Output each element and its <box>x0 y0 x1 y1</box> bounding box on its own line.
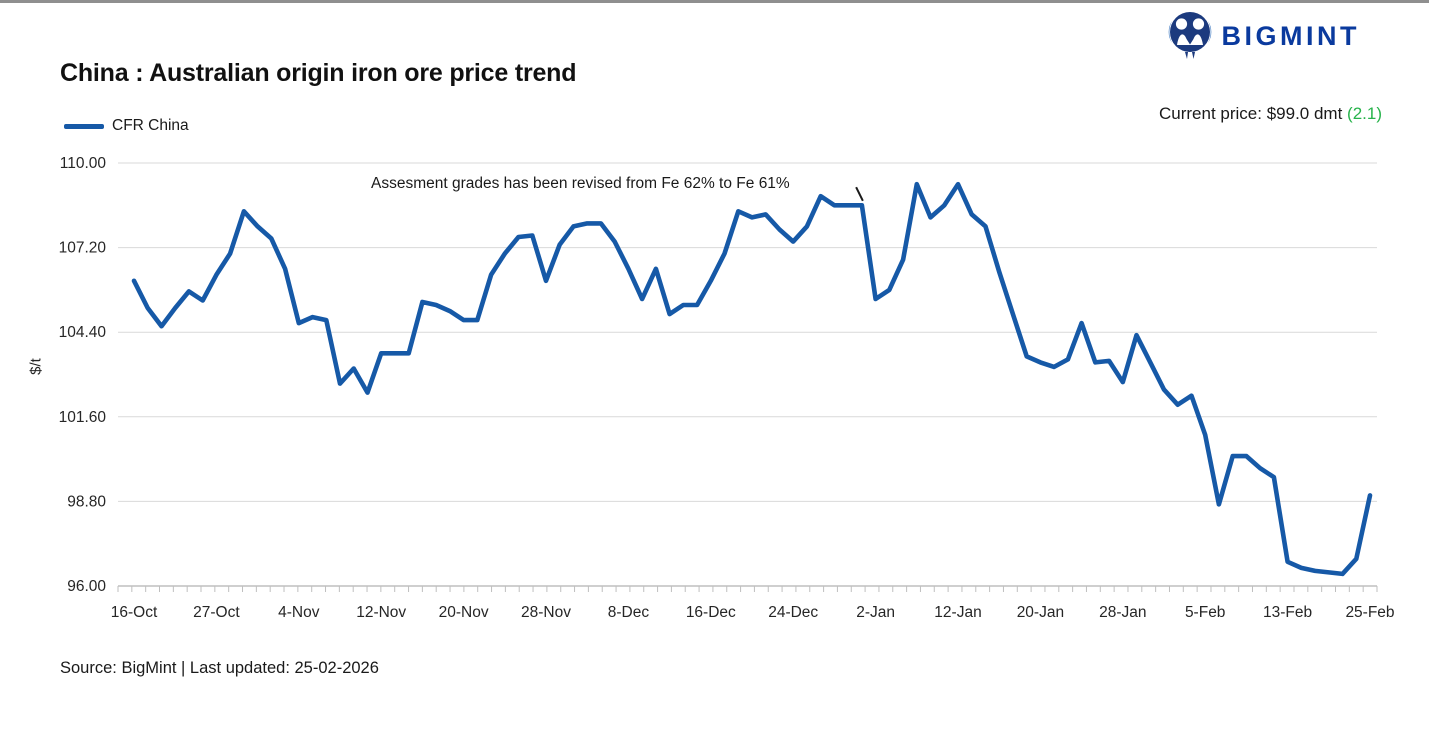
current-price-change: (2.1) <box>1347 104 1382 123</box>
y-tick-label: 98.80 <box>67 493 106 510</box>
current-price-label: Current price: $99.0 dmt <box>1159 104 1348 123</box>
legend-series-label: CFR China <box>112 117 189 134</box>
x-tick-label: 28-Nov <box>521 604 571 621</box>
chart-title: China : Australian origin iron ore price… <box>60 59 577 87</box>
brand-wordmark: BIGMINT <box>1221 20 1360 51</box>
x-tick-label: 20-Nov <box>439 604 489 621</box>
x-tick-label: 5-Feb <box>1185 604 1226 621</box>
y-tick-label: 96.00 <box>67 578 106 595</box>
source-footer: Source: BigMint | Last updated: 25-02-20… <box>60 659 379 677</box>
x-tick-label: 13-Feb <box>1263 604 1312 621</box>
annotation-pointer-line <box>855 186 864 202</box>
x-tick-label: 20-Jan <box>1017 604 1064 621</box>
x-tick-label: 16-Oct <box>111 604 158 621</box>
bigmint-logo-icon <box>1168 12 1211 59</box>
x-tick-label: 24-Dec <box>768 604 818 621</box>
price-line-chart: 110.00 107.20 104.40 101.60 98.80 96.00 16-Oct… <box>59 155 1395 621</box>
x-tick-label: 4-Nov <box>278 604 320 621</box>
x-tick-label: 12-Jan <box>934 604 981 621</box>
brand-logo: BIGMINT <box>1168 11 1361 61</box>
x-tick-label: 25-Feb <box>1345 604 1394 621</box>
x-tick-label: 16-Dec <box>686 604 736 621</box>
cfr-china-price-line <box>131 181 1373 577</box>
y-tick-label: 107.20 <box>59 240 107 257</box>
chart-annotation: Assesment grades has been revised from F… <box>371 175 790 192</box>
y-tick-label: 104.40 <box>59 324 107 341</box>
x-tick-label: 2-Jan <box>856 604 895 621</box>
y-tick-label: 101.60 <box>59 409 107 426</box>
chart-legend: CFR China <box>64 117 189 135</box>
x-tick-label: 28-Jan <box>1099 604 1146 621</box>
y-tick-label: 110.00 <box>60 155 107 172</box>
x-tick-label: 8-Dec <box>608 604 650 621</box>
current-price: Current price: $99.0 dmt (2.1) <box>1159 104 1382 124</box>
x-tick-label: 27-Oct <box>193 604 240 621</box>
legend-line-swatch <box>64 123 104 129</box>
x-tick-label: 12-Nov <box>356 604 406 621</box>
